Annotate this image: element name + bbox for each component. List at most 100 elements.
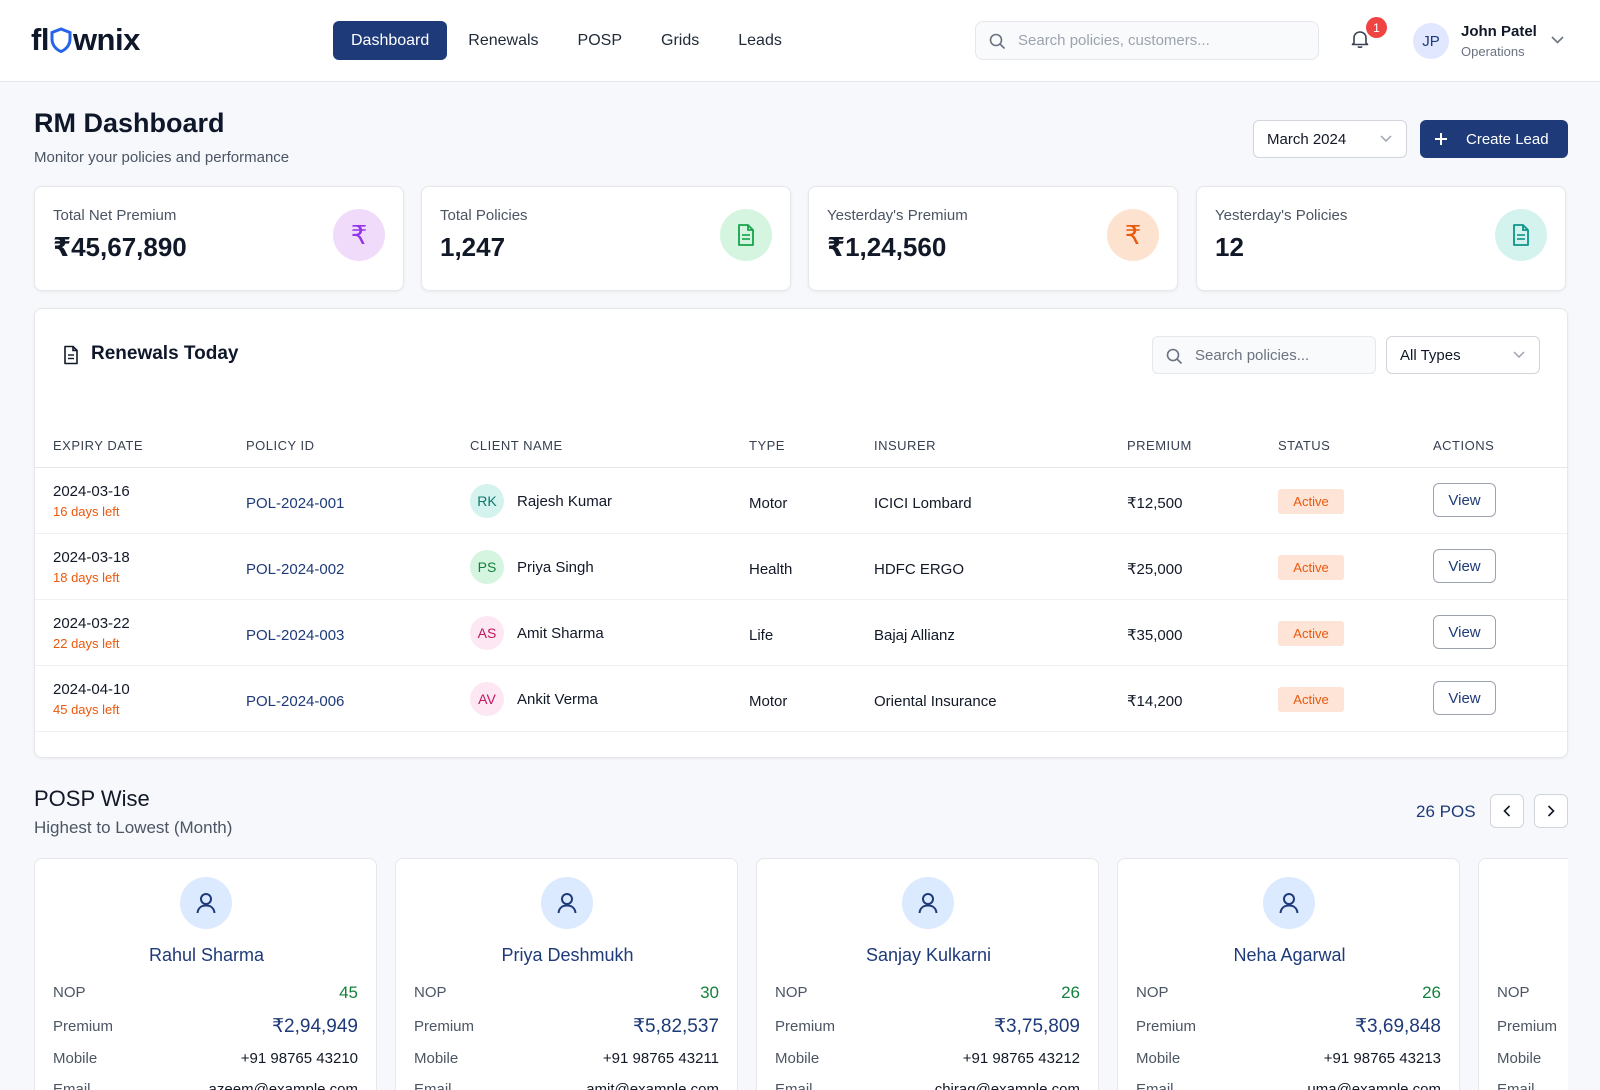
column-header-status[interactable]: STATUS	[1278, 438, 1331, 453]
create-lead-label: Create Lead	[1466, 130, 1549, 148]
previous-button[interactable]	[1490, 794, 1524, 828]
email-value: azeem@example.com	[208, 1081, 358, 1090]
policy-id-link[interactable]: POL-2024-002	[246, 561, 345, 578]
status-badge: Active	[1278, 621, 1344, 646]
next-button[interactable]	[1534, 794, 1568, 828]
email-value: amit@example.com	[586, 1081, 719, 1090]
client-name: Amit Sharma	[517, 625, 604, 642]
nop-label: NOP	[775, 984, 808, 1001]
email-label: Email	[775, 1081, 813, 1090]
nop-label: NOP	[414, 984, 447, 1001]
stat-card-yesterdays-premium: Yesterday's Premium ₹1,24,560 ₹	[808, 186, 1178, 291]
premium: ₹12,500	[1127, 495, 1183, 512]
user-icon	[541, 877, 593, 929]
global-search-input[interactable]	[1018, 22, 1308, 59]
expiry-date: 2024-03-18	[53, 549, 130, 566]
posp-carousel: Rahul Sharma NOP 45 Premium ₹2,94,949 Mo…	[34, 858, 1568, 1090]
flownix-logo[interactable]: fl wnix	[31, 22, 140, 58]
logo-text-prefix: fl	[31, 22, 49, 57]
client-avatar: PS	[470, 550, 504, 584]
policy-type: Motor	[749, 693, 788, 710]
posp-card[interactable]: Sanjay Kulkarni NOP 26 Premium ₹3,75,809…	[756, 858, 1099, 1090]
stat-value: ₹1,24,560	[827, 232, 947, 262]
view-button[interactable]: View	[1433, 549, 1496, 583]
client-name: Ankit Verma	[517, 691, 598, 708]
column-header-policy-id[interactable]: POLICY ID	[246, 438, 315, 453]
stat-label: Yesterday's Policies	[1215, 207, 1348, 224]
posp-card[interactable]: NOP Premium Mobile Email	[1478, 858, 1568, 1090]
posp-card[interactable]: Priya Deshmukh NOP 30 Premium ₹5,82,537 …	[395, 858, 738, 1090]
stat-value: 12	[1215, 232, 1244, 262]
policy-type: Motor	[749, 495, 788, 512]
table-row: 2024-03-22 22 days left POL-2024-003 AS …	[35, 600, 1567, 666]
posp-name: Sanjay Kulkarni	[865, 945, 992, 965]
posp-card[interactable]: Rahul Sharma NOP 45 Premium ₹2,94,949 Mo…	[34, 858, 377, 1090]
bell-icon[interactable]	[1351, 29, 1369, 49]
insurer: HDFC ERGO	[874, 561, 964, 578]
user-avatar[interactable]: JP	[1413, 23, 1449, 59]
policy-id-link[interactable]: POL-2024-001	[246, 495, 345, 512]
premium-value: ₹5,82,537	[632, 1016, 719, 1037]
plus-icon	[1435, 133, 1447, 145]
mobile-label: Mobile	[775, 1050, 820, 1067]
view-button[interactable]: View	[1433, 483, 1496, 517]
mobile-label: Mobile	[414, 1050, 459, 1067]
policy-search-input[interactable]	[1195, 337, 1365, 373]
user-name[interactable]: John Patel	[1461, 23, 1537, 40]
tab-renewals[interactable]: Renewals	[468, 31, 539, 49]
policy-id-link[interactable]: POL-2024-003	[246, 627, 345, 644]
email-label: Email	[414, 1081, 452, 1090]
tab-dashboard[interactable]: Dashboard	[333, 21, 448, 60]
posp-name: Neha Agarwal	[1233, 945, 1346, 965]
expiry-date: 2024-04-10	[53, 681, 130, 698]
column-header-premium[interactable]: PREMIUM	[1127, 438, 1192, 453]
tab-posp[interactable]: POSP	[577, 31, 623, 49]
column-header-expiry-date[interactable]: EXPIRY DATE	[53, 438, 144, 453]
client-name: Priya Singh	[517, 559, 594, 576]
view-button[interactable]: View	[1433, 681, 1496, 715]
column-header-insurer[interactable]: INSURER	[874, 438, 937, 453]
insurer: Oriental Insurance	[874, 693, 997, 710]
tab-leads[interactable]: Leads	[738, 31, 782, 49]
posp-name: Priya Deshmukh	[501, 945, 634, 965]
status-badge: Active	[1278, 555, 1344, 580]
nop-label: NOP	[1497, 984, 1530, 1001]
mobile-value: +91 98765 43212	[962, 1050, 1080, 1067]
days-left: 18 days left	[53, 570, 120, 585]
rupee-icon: ₹	[333, 209, 385, 261]
email-label: Email	[1136, 1081, 1174, 1090]
nop-value: 45	[339, 983, 358, 1002]
main-nav: Dashboard Renewals POSP Grids Leads	[333, 21, 803, 60]
posp-card[interactable]: Neha Agarwal NOP 26 Premium ₹3,69,848 Mo…	[1117, 858, 1460, 1090]
client-name: Rajesh Kumar	[517, 493, 613, 510]
pos-count: 26 POS	[1416, 802, 1476, 821]
stat-label: Total Policies	[440, 207, 528, 224]
column-header-actions[interactable]: ACTIONS	[1433, 438, 1495, 453]
days-left: 22 days left	[53, 636, 120, 651]
tab-grids[interactable]: Grids	[661, 31, 700, 49]
client-avatar: AS	[470, 616, 504, 650]
premium-label: Premium	[414, 1018, 475, 1035]
page-subtitle: Monitor your policies and performance	[34, 149, 290, 166]
mobile-value: +91 98765 43211	[602, 1050, 719, 1067]
chevron-left-icon	[1503, 805, 1511, 817]
type-filter-select[interactable]: All Types	[1386, 336, 1540, 374]
stat-value: ₹45,67,890	[53, 232, 187, 262]
column-header-type[interactable]: TYPE	[749, 438, 785, 453]
stat-card-total-net-premium: Total Net Premium ₹45,67,890 ₹	[34, 186, 404, 291]
mobile-value: +91 98765 43210	[240, 1050, 358, 1067]
view-button[interactable]: View	[1433, 615, 1496, 649]
policy-id-link[interactable]: POL-2024-006	[246, 693, 345, 710]
nop-value: 30	[700, 983, 719, 1002]
nop-value: 26	[1422, 983, 1441, 1002]
nop-label: NOP	[53, 984, 86, 1001]
chevron-down-icon[interactable]	[1551, 36, 1564, 44]
rupee-icon: ₹	[1107, 209, 1159, 261]
month-select[interactable]: March 2024	[1253, 120, 1407, 158]
chevron-right-icon	[1547, 805, 1555, 817]
document-icon	[64, 345, 78, 365]
client-avatar: AV	[470, 682, 504, 716]
create-lead-button[interactable]: Create Lead	[1420, 120, 1568, 158]
posp-section-title: POSP Wise	[34, 786, 150, 811]
column-header-client-name[interactable]: CLIENT NAME	[470, 438, 563, 453]
